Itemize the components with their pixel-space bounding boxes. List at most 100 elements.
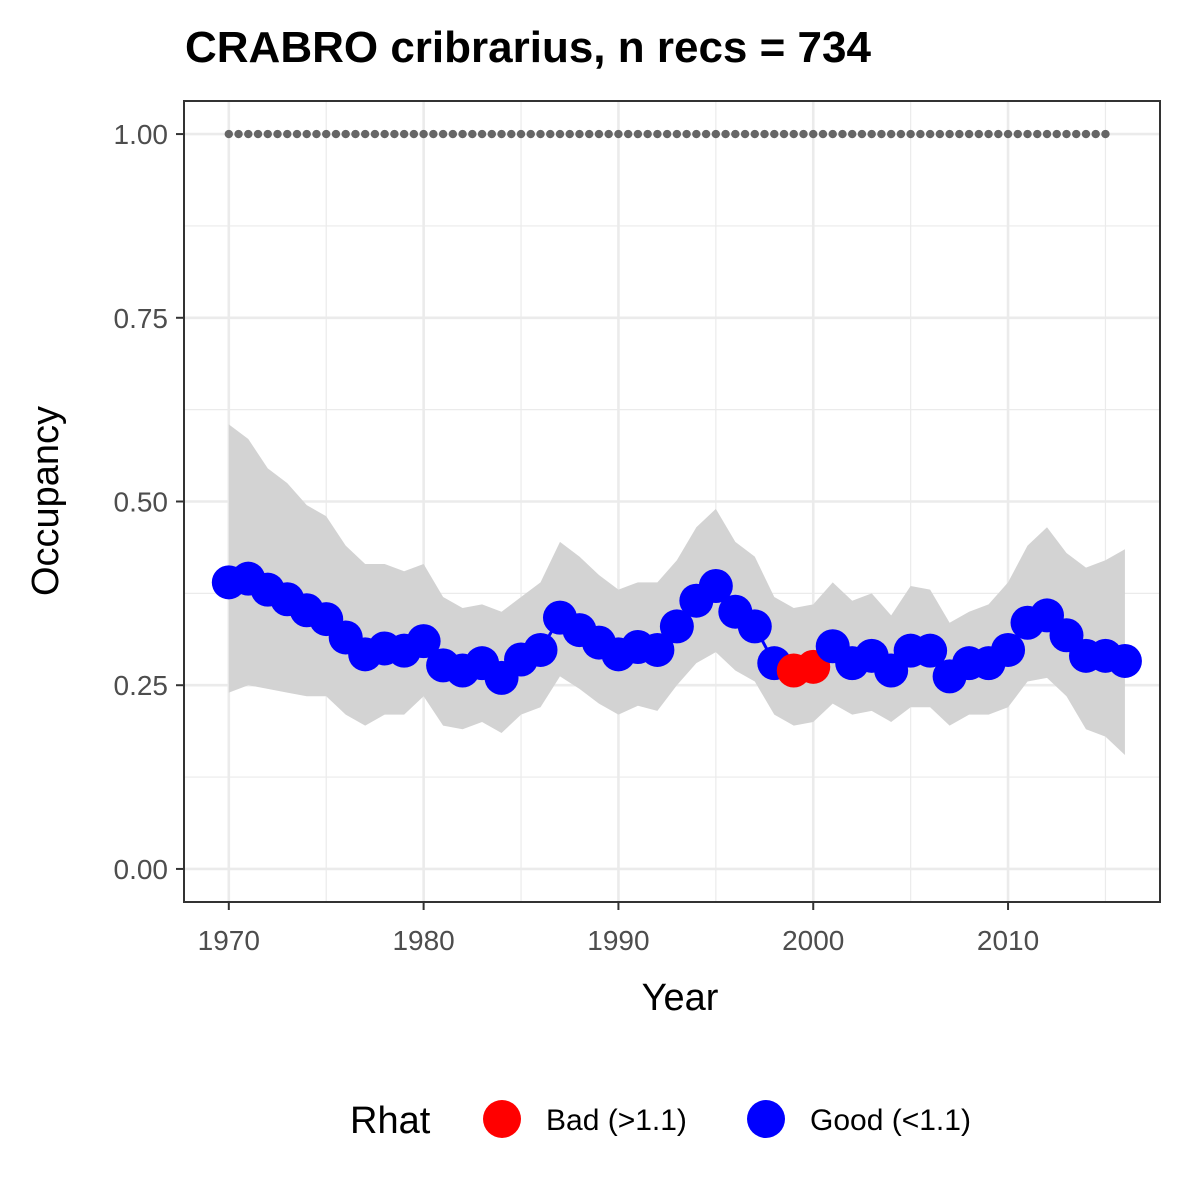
x-tick-label: 2010 [977,925,1039,956]
reference-dot [555,129,565,139]
reference-dot [244,129,253,139]
reference-dot [331,129,341,139]
reference-dot [828,129,837,139]
y-axis-title: Occupancy [25,406,67,596]
reference-dot [886,129,896,139]
reference-dot [955,129,964,139]
legend-swatch-bad [483,1100,521,1138]
data-point [991,632,1026,667]
reference-dot [477,129,487,139]
reference-dot [906,129,915,139]
reference-dot [448,129,458,139]
data-point [640,632,675,667]
reference-dot [672,129,682,139]
legend-title: Rhat [350,1100,431,1142]
reference-dot [731,129,740,139]
reference-dot [779,129,789,139]
reference-dot [1072,129,1081,139]
reference-dot [399,129,409,139]
reference-dot [1023,129,1032,139]
data-point [523,632,558,667]
reference-dot [896,129,906,139]
x-axis-title: Year [642,977,719,1019]
reference-dot [263,129,272,139]
reference-dot [877,129,886,139]
reference-dot [750,129,759,139]
reference-dot [575,129,584,139]
reference-dot [312,129,321,139]
reference-dot [1003,129,1013,139]
reference-dot [662,129,672,139]
reference-dot [1052,129,1061,139]
reference-dot [516,129,526,139]
reference-dot [925,129,935,139]
legend-swatch-good [747,1100,785,1138]
reference-dot [994,129,1003,139]
reference-dot [935,129,945,139]
reference-dot [234,129,243,139]
reference-dot [468,129,477,139]
reference-dot [224,129,234,139]
data-point [913,633,948,668]
reference-dot [867,129,876,139]
reference-dot [536,129,545,139]
reference-dot [322,129,331,139]
x-tick-label: 1970 [198,925,260,956]
reference-dot [370,129,380,139]
reference-dot [633,129,643,139]
reference-dot [740,129,750,139]
reference-dot [653,129,662,139]
reference-dot [302,129,311,139]
reference-dot [711,129,721,139]
reference-dot [789,129,798,139]
reference-dot [1081,129,1091,139]
reference-dot [351,129,360,139]
reference-dot [380,129,389,139]
reference-dot [1101,129,1110,139]
reference-dot [1062,129,1071,139]
reference-dot [721,129,730,139]
reference-dot [458,129,467,139]
reference-dot [526,129,535,139]
reference-line [224,129,1110,139]
legend: Rhat Bad (>1.1) Good (<1.1) [350,1100,971,1142]
x-tick-label: 1980 [392,925,454,956]
reference-dot [341,129,350,139]
reference-dot [438,129,448,139]
data-point [1107,643,1142,678]
reference-dot [623,129,633,139]
reference-dot [857,129,867,139]
reference-dot [487,129,497,139]
reference-dot [1091,129,1100,139]
reference-dot [594,129,604,139]
reference-dot [847,129,857,139]
reference-dot [1042,129,1052,139]
reference-dot [565,129,574,139]
x-tick-label: 2000 [782,925,844,956]
y-tick-label: 0.25 [114,670,169,701]
occupancy-points [211,561,1142,695]
reference-dot [692,129,701,139]
reference-dot [799,129,808,139]
y-tick-label: 0.50 [114,487,169,518]
reference-dot [409,129,419,139]
reference-dot [614,129,623,139]
reference-dot [585,129,594,139]
reference-dot [701,129,711,139]
chart-title: CRABRO cribrarius, n recs = 734 [185,23,871,72]
data-point [659,609,694,644]
reference-dot [273,129,282,139]
reference-dot [916,129,925,139]
reference-dot [283,129,292,139]
reference-dot [253,129,263,139]
reference-dot [546,129,555,139]
legend-label-good: Good (<1.1) [810,1104,971,1137]
y-tick-label: 0.00 [114,854,169,885]
reference-dot [429,129,438,139]
reference-dot [964,129,974,139]
y-tick-label: 0.75 [114,303,169,334]
reference-dot [292,129,302,139]
reference-dot [945,129,954,139]
x-axis-ticks: 1970 1980 1990 2000 2010 [198,902,1039,956]
